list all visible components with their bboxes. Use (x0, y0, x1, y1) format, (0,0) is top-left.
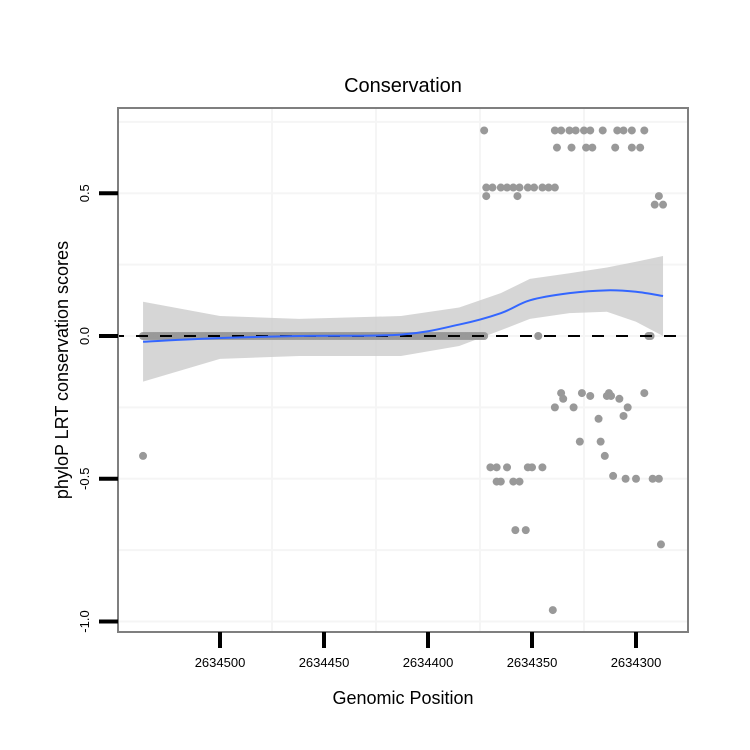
data-point (586, 391, 595, 400)
data-point (552, 143, 561, 152)
data-point (609, 471, 618, 480)
data-point (619, 411, 628, 420)
x-axis-title: Genomic Position (332, 688, 473, 708)
data-point (571, 126, 580, 135)
data-point (588, 143, 597, 152)
y-tick-label: 0.0 (77, 327, 92, 345)
data-point (600, 451, 609, 460)
data-point (511, 526, 520, 535)
data-point (528, 463, 536, 472)
x-tick-label: 2634400 (403, 655, 454, 670)
data-point (557, 126, 566, 135)
data-point (538, 183, 547, 192)
y-tick-label: 0.5 (77, 184, 92, 202)
data-point (548, 606, 557, 615)
data-point (623, 403, 632, 412)
confidence-ribbon (143, 256, 664, 382)
data-point (654, 474, 663, 483)
plot-panel (118, 108, 688, 632)
data-point (640, 126, 649, 135)
data-point (621, 474, 630, 483)
data-point (544, 183, 553, 192)
x-tick-label: 2634350 (507, 655, 558, 670)
data-point (627, 126, 636, 135)
data-point (486, 463, 495, 472)
y-tick-label: -1.0 (77, 610, 92, 632)
data-point (611, 143, 620, 152)
y-tick-label: -0.5 (77, 468, 92, 490)
data-point (575, 437, 584, 446)
y-axis: -1.0 -0.5 0.0 0.5 (77, 184, 118, 633)
data-point (550, 403, 559, 412)
data-point (594, 414, 603, 423)
data-point (513, 192, 522, 201)
data-point (580, 126, 588, 135)
data-point (607, 391, 616, 400)
confidence-ribbon-group (143, 256, 664, 382)
data-point (659, 200, 668, 209)
data-point (559, 394, 568, 403)
data-point (509, 183, 518, 192)
smooth-line-group (142, 289, 664, 343)
data-point (496, 477, 505, 486)
data-point (482, 183, 491, 192)
data-point (503, 463, 512, 472)
data-point (565, 126, 574, 135)
data-point (582, 143, 591, 152)
panel-border (117, 107, 689, 633)
data-point (627, 143, 636, 152)
data-point (530, 183, 539, 192)
smooth-line (142, 289, 664, 343)
data-point (538, 463, 547, 472)
x-axis: 2634500 2634450 2634400 2634350 2634300 (195, 632, 662, 670)
data-point (596, 437, 605, 446)
x-tick-label: 2634450 (299, 655, 350, 670)
data-point (577, 389, 586, 398)
x-tick-label: 2634300 (611, 655, 662, 670)
chart-title: Conservation (344, 75, 462, 97)
data-point (488, 183, 497, 192)
data-point (640, 389, 649, 398)
data-point (139, 451, 148, 460)
data-point (492, 463, 501, 472)
y-axis-title: phyloP LRT conservation scores (52, 241, 72, 499)
data-point (515, 477, 524, 486)
data-point (482, 192, 491, 201)
data-point (598, 126, 607, 135)
data-point (515, 183, 524, 192)
data-point (636, 143, 645, 152)
data-point (569, 403, 578, 412)
x-tick-label: 2634500 (195, 655, 246, 670)
data-point (534, 332, 543, 340)
data-point (613, 126, 622, 135)
data-point (503, 183, 512, 192)
data-point (480, 332, 489, 340)
data-point (523, 183, 532, 192)
data-point (567, 143, 576, 152)
data-point (550, 126, 559, 135)
data-point (480, 126, 489, 135)
data-point (654, 192, 663, 201)
data-point (619, 126, 628, 135)
data-point (615, 394, 624, 403)
data-point (586, 126, 595, 135)
data-point (550, 183, 559, 192)
data-point (509, 477, 518, 486)
data-point (521, 526, 530, 535)
data-point (650, 200, 659, 209)
data-point (496, 183, 505, 192)
data-point (632, 474, 640, 483)
data-point (656, 540, 665, 549)
data-point (648, 474, 657, 483)
